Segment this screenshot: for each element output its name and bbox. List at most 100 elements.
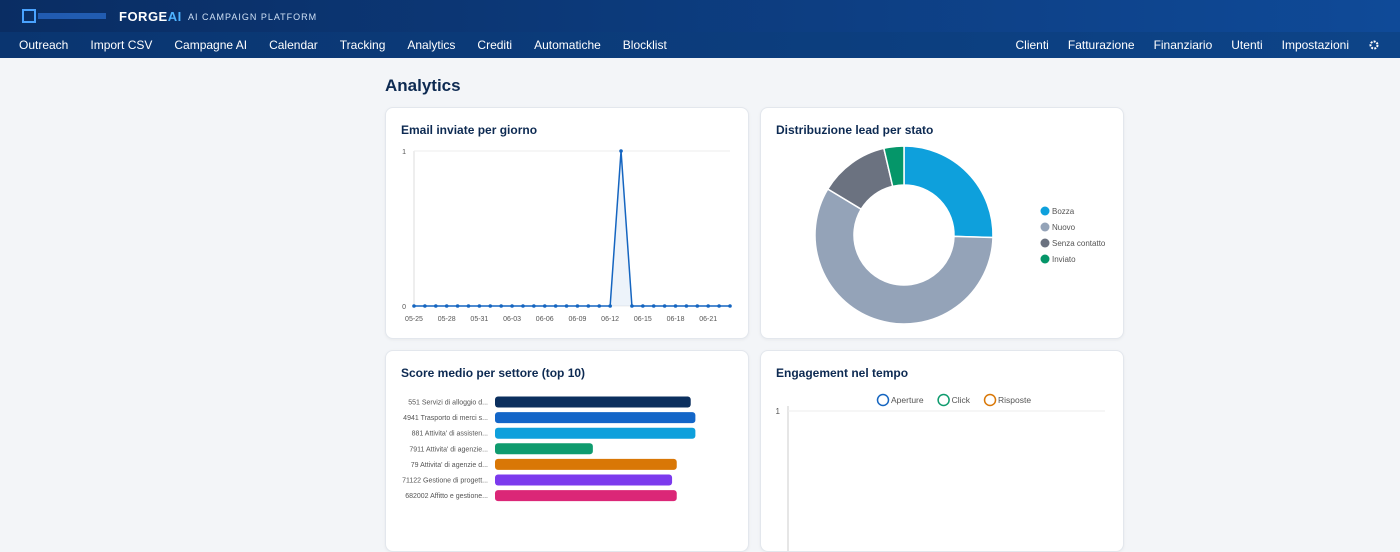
point — [641, 304, 645, 308]
legend-label: Inviato — [1052, 255, 1076, 264]
point — [728, 304, 732, 308]
point — [695, 304, 700, 308]
nav-item[interactable]: Clienti — [1015, 38, 1049, 52]
logo — [22, 9, 36, 23]
card: Engagement nel tempo 1 Aperture Click Rispos… — [760, 350, 1124, 552]
donut-slice — [882, 145, 905, 188]
y-tick-label: 79 Attivita' di agenzie d... — [411, 462, 488, 469]
nav-item[interactable]: Fatturazione — [1067, 38, 1135, 52]
legend-label: Bozza — [1052, 207, 1075, 216]
nav-item[interactable]: Utenti — [1231, 38, 1263, 52]
y-tick-label: 551 Servizi di alloggio d... — [408, 400, 488, 407]
settings-icon[interactable] — [1368, 39, 1380, 51]
point — [608, 304, 612, 308]
line — [414, 150, 730, 307]
x-tick-label: 06-21 — [699, 316, 717, 323]
card: Email inviate per giorno 0 1 05-25 05-28 05-3… — [385, 107, 749, 339]
x-tick-label: 06-03 — [503, 316, 521, 323]
legend-marker — [983, 393, 997, 407]
bar — [495, 443, 593, 455]
point — [673, 304, 678, 308]
point — [510, 304, 514, 308]
x-tick-label: 05-31 — [470, 316, 488, 323]
nav-item[interactable]: Campagne AI — [174, 38, 248, 52]
y-tick-label: 881 Attivita' di assisten... — [412, 431, 488, 438]
point — [455, 304, 460, 308]
legend-marker — [1040, 206, 1050, 216]
legend-marker — [1040, 238, 1050, 248]
nav-item[interactable]: Tracking — [339, 38, 386, 52]
nav-right: Clienti Fatturazione Finanziario Utenti Impo… — [1016, 32, 1381, 58]
legend-marker — [1040, 222, 1050, 232]
point — [651, 304, 656, 308]
legend-marker — [876, 393, 890, 407]
legend-label: Risposte — [998, 395, 1031, 405]
nav-item[interactable]: Import CSV — [90, 38, 153, 52]
y-tick-label: 0 — [402, 304, 406, 311]
point — [433, 304, 438, 308]
nav-left: Outreach Import CSV Campagne AI Calendar Tra… — [19, 32, 667, 58]
x-tick-label: 05-25 — [405, 316, 423, 323]
logo-strip — [38, 13, 106, 19]
donut-slice — [903, 145, 994, 239]
point — [564, 304, 569, 308]
point — [630, 304, 634, 308]
y-tick-label: 682002 Affitto e gestione... — [405, 493, 488, 500]
card-title: Email inviate per giorno — [401, 123, 538, 137]
chart: 551 Servizi di alloggio d... 4941 Traspor… — [402, 396, 696, 502]
nav-item[interactable]: Finanziario — [1153, 38, 1213, 52]
point — [619, 149, 623, 153]
legend-label: Aperture — [891, 395, 924, 405]
y-tick-label: 1 — [776, 407, 781, 416]
bar — [495, 458, 677, 470]
line-area — [414, 151, 730, 306]
y-tick-label: 71122 Gestione di progett... — [402, 478, 488, 485]
bar — [495, 412, 696, 424]
brand-subtitle: AI CAMPAIGN PLATFORM — [188, 12, 318, 22]
bar — [495, 427, 696, 439]
nav-item[interactable]: Outreach — [19, 38, 69, 52]
nav-item[interactable]: Impostazioni — [1281, 38, 1349, 52]
point — [586, 304, 591, 308]
point — [444, 304, 449, 308]
point — [532, 304, 536, 308]
y-tick-label: 1 — [402, 149, 406, 156]
nav-item[interactable]: Calendar — [269, 38, 318, 52]
point — [706, 304, 711, 308]
card: Distribuzione lead per stato Bozza Nuovo Se… — [760, 107, 1124, 339]
legend-marker — [937, 393, 950, 407]
bar — [495, 474, 673, 486]
point — [412, 304, 416, 308]
card: Score medio per settore (top 10) 551 Serv… — [385, 350, 749, 552]
bar — [495, 490, 677, 502]
legend-marker — [1040, 254, 1050, 264]
nav-item[interactable]: Automatiche — [534, 38, 601, 52]
point — [553, 304, 558, 308]
x-tick-label: 06-15 — [634, 316, 652, 323]
point — [477, 304, 482, 308]
donut-slice — [814, 188, 994, 325]
card-title: Engagement nel tempo — [776, 366, 909, 380]
nav-item[interactable]: Analytics — [407, 38, 456, 52]
nav-item[interactable]: Crediti — [477, 38, 513, 52]
brand-main: FORGE — [119, 9, 168, 24]
point — [717, 304, 721, 308]
nav-bar: Outreach Import CSV Campagne AI Calendar Tra… — [0, 32, 1400, 58]
card-title: Distribuzione lead per stato — [776, 123, 934, 137]
point — [684, 304, 689, 308]
point — [662, 304, 667, 308]
y-tick-label: 4941 Trasporto di merci s... — [403, 415, 488, 422]
x-tick-label: 06-12 — [601, 316, 619, 323]
chart: Bozza Nuovo Senza contatto Inviato — [814, 145, 1106, 325]
chart: 0 1 05-25 05-28 05-31 06-03 06-06 06-09 06-12 06-… — [402, 149, 732, 323]
point — [521, 304, 525, 308]
legend-label: Nuovo — [1052, 223, 1076, 232]
brand: FORGEAI — [119, 9, 182, 24]
point — [499, 304, 503, 308]
x-tick-label: 06-06 — [536, 316, 554, 323]
bar — [495, 396, 691, 408]
x-tick-label: 06-09 — [568, 316, 586, 323]
legend-label: Senza contatto — [1052, 239, 1106, 248]
nav-item[interactable]: Blocklist — [622, 38, 667, 52]
